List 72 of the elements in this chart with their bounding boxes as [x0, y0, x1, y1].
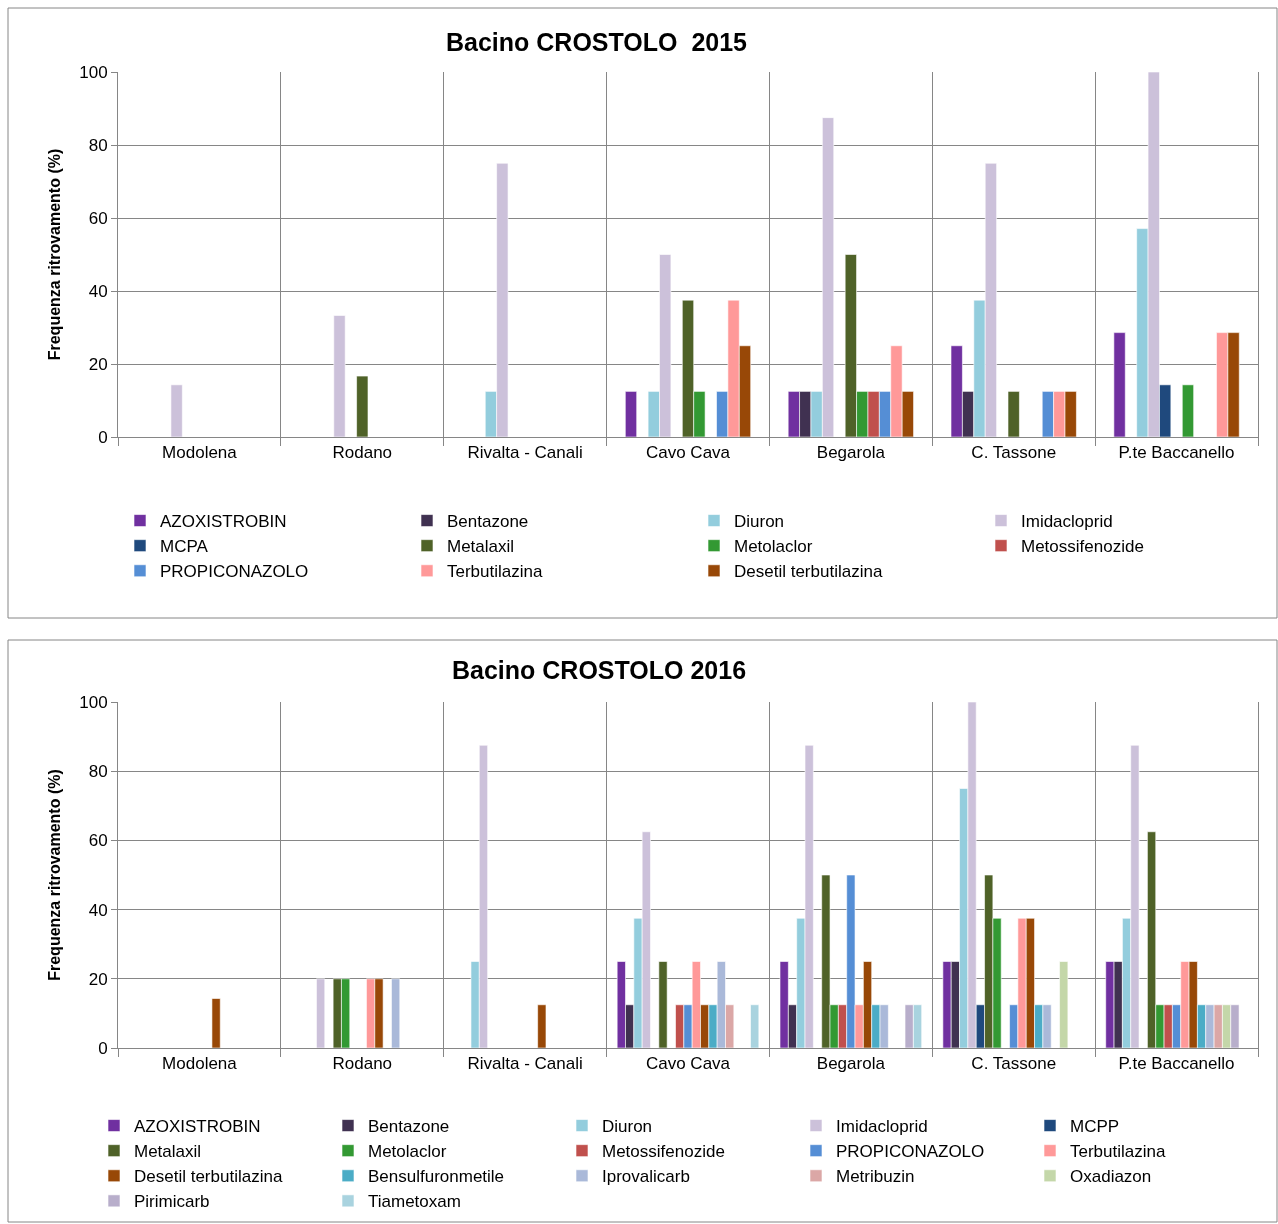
bar	[316, 978, 326, 1048]
x-tick-label: P.te Baccanello	[1118, 443, 1235, 463]
y-tick-label: 40	[88, 900, 108, 920]
y-tick-label: 100	[79, 692, 108, 712]
y-axis-title: Frequenza ritrovamento (%)	[46, 148, 64, 361]
x-tick-label: Cavo Cava	[645, 443, 731, 463]
bar	[211, 998, 221, 1048]
legend-label: Imidacloprid	[1021, 512, 1113, 532]
legend-label: Diuron	[602, 1117, 653, 1137]
x-tick-label: C. Tassone	[971, 443, 1057, 463]
x-tick-label: Rodano	[332, 443, 393, 463]
chart-title: Bacino CROSTOLO 2015	[446, 28, 748, 56]
legend-label: Metossifenozide	[602, 1142, 725, 1162]
y-tick-label: 40	[88, 281, 108, 301]
x-tick-label: Rodano	[332, 1054, 393, 1074]
y-tick-label: 20	[88, 354, 108, 374]
x-tick-label: Modolena	[162, 443, 238, 463]
bar	[1113, 332, 1126, 437]
x-tick-label: Begarola	[816, 1054, 886, 1074]
x-tick-label: Rivalta - Canali	[467, 443, 583, 463]
legend-label: Metalaxil	[447, 537, 515, 557]
x-tick-label: C. Tassone	[971, 1054, 1057, 1074]
y-tick-label: 0	[98, 1038, 108, 1058]
bar	[1059, 961, 1069, 1048]
bar	[333, 315, 346, 437]
bar	[625, 391, 637, 437]
y-tick-label: 100	[79, 62, 108, 82]
y-tick-label: 80	[88, 135, 108, 155]
y-tick-label: 60	[88, 208, 108, 228]
legend-label: Bentazone	[447, 512, 529, 532]
legend-label: Metossifenozide	[1021, 537, 1144, 557]
bar	[356, 375, 369, 437]
legend-label: Metolaclor	[734, 537, 813, 557]
y-tick-label: 80	[88, 762, 108, 782]
legend-label: PROPICONAZOLO	[160, 562, 309, 582]
legend-label: Iprovalicarb	[602, 1167, 690, 1187]
legend-label: Terbutilazina	[1070, 1142, 1166, 1162]
bar	[170, 384, 183, 437]
legend-label: Pirimicarb	[134, 1192, 210, 1212]
y-tick-label: 20	[88, 969, 108, 989]
legend-label: AZOXISTROBIN	[160, 512, 287, 532]
legend-label: Metribuzin	[836, 1167, 915, 1187]
y-tick-label: 60	[88, 831, 108, 851]
x-tick-label: Cavo Cava	[645, 1054, 731, 1074]
legend-label: Tiametoxam	[368, 1192, 461, 1212]
x-tick-label: Modolena	[162, 1054, 238, 1074]
legend-label: Diuron	[734, 512, 785, 532]
legend-label: Desetil terbutilazina	[734, 562, 883, 582]
bar	[658, 961, 668, 1048]
legend-label: Terbutilazina	[447, 562, 543, 582]
bar	[537, 1004, 547, 1048]
legend-label: Bentazone	[368, 1117, 450, 1137]
legend-label: Metolaclor	[368, 1142, 447, 1162]
x-tick-label: P.te Baccanello	[1118, 1054, 1235, 1074]
legend-label: Metalaxil	[134, 1142, 202, 1162]
legend-label: Oxadiazon	[1070, 1167, 1152, 1187]
bar	[1181, 384, 1194, 437]
legend-label: MCPP	[1070, 1117, 1120, 1137]
bar	[750, 1004, 760, 1048]
x-tick-label: Rivalta - Canali	[467, 1054, 583, 1074]
legend-label: AZOXISTROBIN	[134, 1117, 261, 1137]
y-axis-title: Frequenza ritrovamento (%)	[46, 769, 64, 981]
y-tick-label: 0	[98, 427, 108, 447]
legend-label: Bensulfuronmetile	[368, 1167, 505, 1187]
legend-label: MCPA	[160, 537, 209, 557]
bar	[1007, 391, 1020, 437]
bar	[391, 978, 401, 1048]
legend-label: Imidacloprid	[836, 1117, 928, 1137]
legend-label: Desetil terbutilazina	[134, 1167, 283, 1187]
x-tick-label: Begarola	[816, 443, 886, 463]
chart-title: Bacino CROSTOLO 2016	[452, 656, 747, 684]
legend-label: PROPICONAZOLO	[836, 1142, 985, 1162]
